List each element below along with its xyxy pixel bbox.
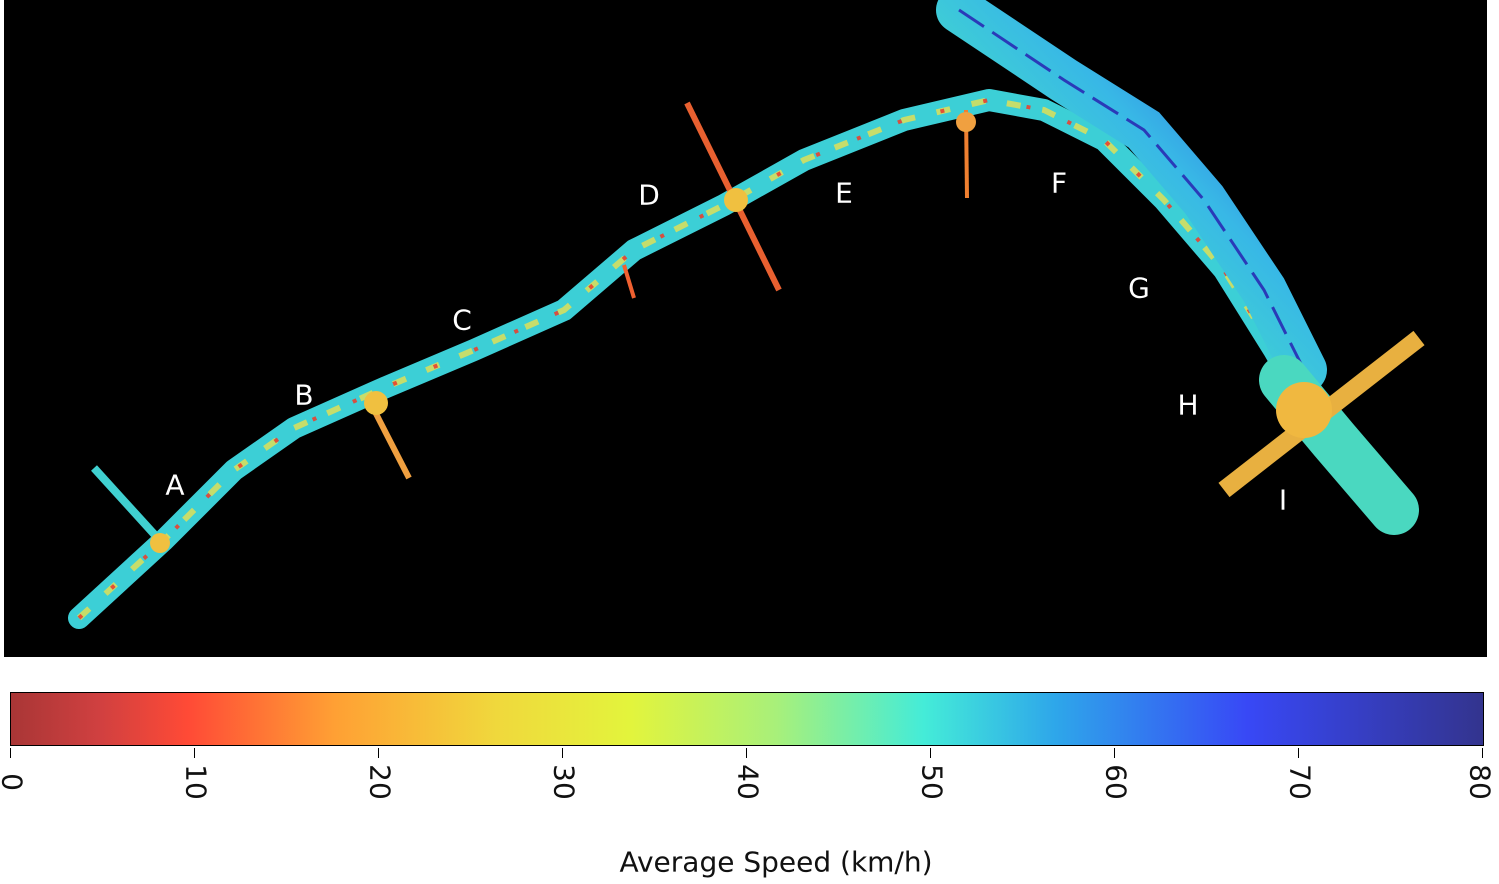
junction-e (956, 112, 976, 132)
colorbar-tick-label: 0 (0, 773, 29, 791)
segment-label-c: C (452, 303, 472, 337)
junction-a (150, 533, 170, 553)
segment-label-a: A (165, 468, 185, 502)
segment-label-g: G (1128, 271, 1150, 305)
colorbar-tick-label: 80 (1463, 764, 1497, 800)
colorbar-tick (1298, 748, 1299, 758)
colorbar-tick-label: 10 (179, 764, 213, 800)
colorbar-tick-label: 20 (363, 764, 397, 800)
colorbar-tick (194, 748, 195, 758)
segment-label-f: F (1050, 166, 1068, 200)
colorbar-tick (10, 748, 11, 758)
crossroad-a (91, 465, 167, 548)
colorbar-tick-label: 50 (915, 764, 949, 800)
junction-i (1276, 382, 1332, 438)
junction-d (724, 188, 748, 212)
upper-highway (936, 0, 1327, 393)
colorbar-tick (562, 748, 563, 758)
colorbar-tick (1482, 748, 1483, 758)
segment-label-h: H (1177, 388, 1199, 422)
segment-label-b: B (294, 378, 314, 412)
colorbar-tick (930, 748, 931, 758)
colorbar-tick (1114, 748, 1115, 758)
ramp-c (622, 264, 636, 299)
segment-label-i: I (1278, 483, 1288, 517)
colorbar-tick (746, 748, 747, 758)
colorbar-tick (378, 748, 379, 758)
speed-map: A B C D E F G H I (4, 0, 1487, 657)
colorbar-tick-label: 30 (547, 764, 581, 800)
segment-label-e: E (835, 176, 853, 210)
colorbar-tick-label: 70 (1283, 764, 1317, 800)
colorbar-tick-label: 40 (731, 764, 765, 800)
colorbar-title: Average Speed (km/h) (619, 845, 933, 879)
segment-label-d: D (638, 178, 660, 212)
colorbar-tick-label: 60 (1099, 764, 1133, 800)
colorbar (10, 692, 1484, 748)
upper-highway-lanes (958, 8, 1306, 371)
main-road-overlay (76, 96, 1387, 621)
colorbar-gradient (10, 692, 1484, 746)
road-network (68, 0, 1425, 629)
junction-b (364, 391, 388, 415)
